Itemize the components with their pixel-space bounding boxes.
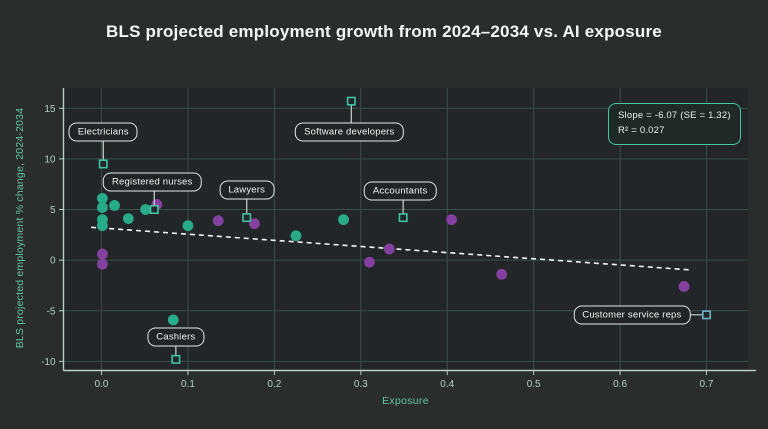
data-point — [212, 215, 224, 227]
data-point — [182, 220, 194, 232]
labeled-point-marker — [149, 205, 159, 215]
labeled-point-marker — [346, 96, 356, 106]
data-point — [96, 258, 108, 270]
x-tick-label: 0.7 — [700, 379, 714, 390]
y-tick-label: 10 — [44, 154, 56, 165]
data-point — [96, 202, 108, 213]
y-tick-label: 0 — [50, 256, 56, 267]
x-tick-label: 0.1 — [181, 379, 195, 390]
x-tick-label: 0.6 — [613, 379, 627, 390]
x-tick-label: 0.0 — [95, 379, 109, 390]
data-point — [96, 192, 108, 204]
data-point — [249, 218, 260, 230]
x-axis-title: Exposure — [382, 395, 429, 407]
y-axis-title: BLS projected employment % change, 2024-… — [14, 107, 26, 349]
labeled-point-marker — [398, 213, 408, 223]
data-point — [338, 214, 349, 226]
axes: 0.0 0.1 0.2 0.3 0.4 0.5 0.6 0.7 -10 -5 0 5 10 15 — [41, 88, 756, 390]
stats-slope-text: Slope = -6.07 (SE = 1.32) — [618, 110, 731, 121]
data-point — [96, 220, 108, 232]
labeled-point-marker — [702, 310, 712, 320]
data-point — [122, 213, 134, 225]
chart-title: BLS projected employment growth from 202… — [106, 22, 662, 41]
data-point — [167, 314, 179, 326]
data-point — [446, 214, 457, 226]
labeled-point-marker — [171, 354, 181, 364]
labeled-point-marker — [98, 159, 108, 169]
x-tick-label: 0.5 — [527, 379, 541, 390]
x-tick-label: 0.4 — [440, 379, 454, 390]
series-teal-occupations — [96, 192, 349, 326]
x-tick-label: 0.2 — [267, 379, 281, 390]
data-point — [96, 248, 108, 260]
y-tick-label: 5 — [50, 205, 56, 216]
data-point — [383, 243, 395, 255]
y-tick-label: -10 — [41, 357, 56, 368]
stats-r2-text: R² = 0.027 — [618, 124, 665, 136]
data-point — [496, 268, 508, 280]
data-point — [290, 230, 302, 242]
data-point — [109, 200, 120, 211]
data-point — [678, 281, 690, 292]
x-tick-label: 0.3 — [354, 379, 368, 390]
data-point — [140, 204, 152, 215]
series-purple-occupations — [96, 199, 690, 292]
data-point — [364, 256, 375, 268]
labeled-point-marker — [242, 213, 252, 223]
stats-box: Slope = -6.07 (SE = 1.32) R² = 0.027 — [608, 103, 741, 145]
y-tick-label: -5 — [47, 306, 56, 317]
labeled-markers — [98, 96, 712, 364]
y-tick-label: 15 — [44, 104, 56, 115]
